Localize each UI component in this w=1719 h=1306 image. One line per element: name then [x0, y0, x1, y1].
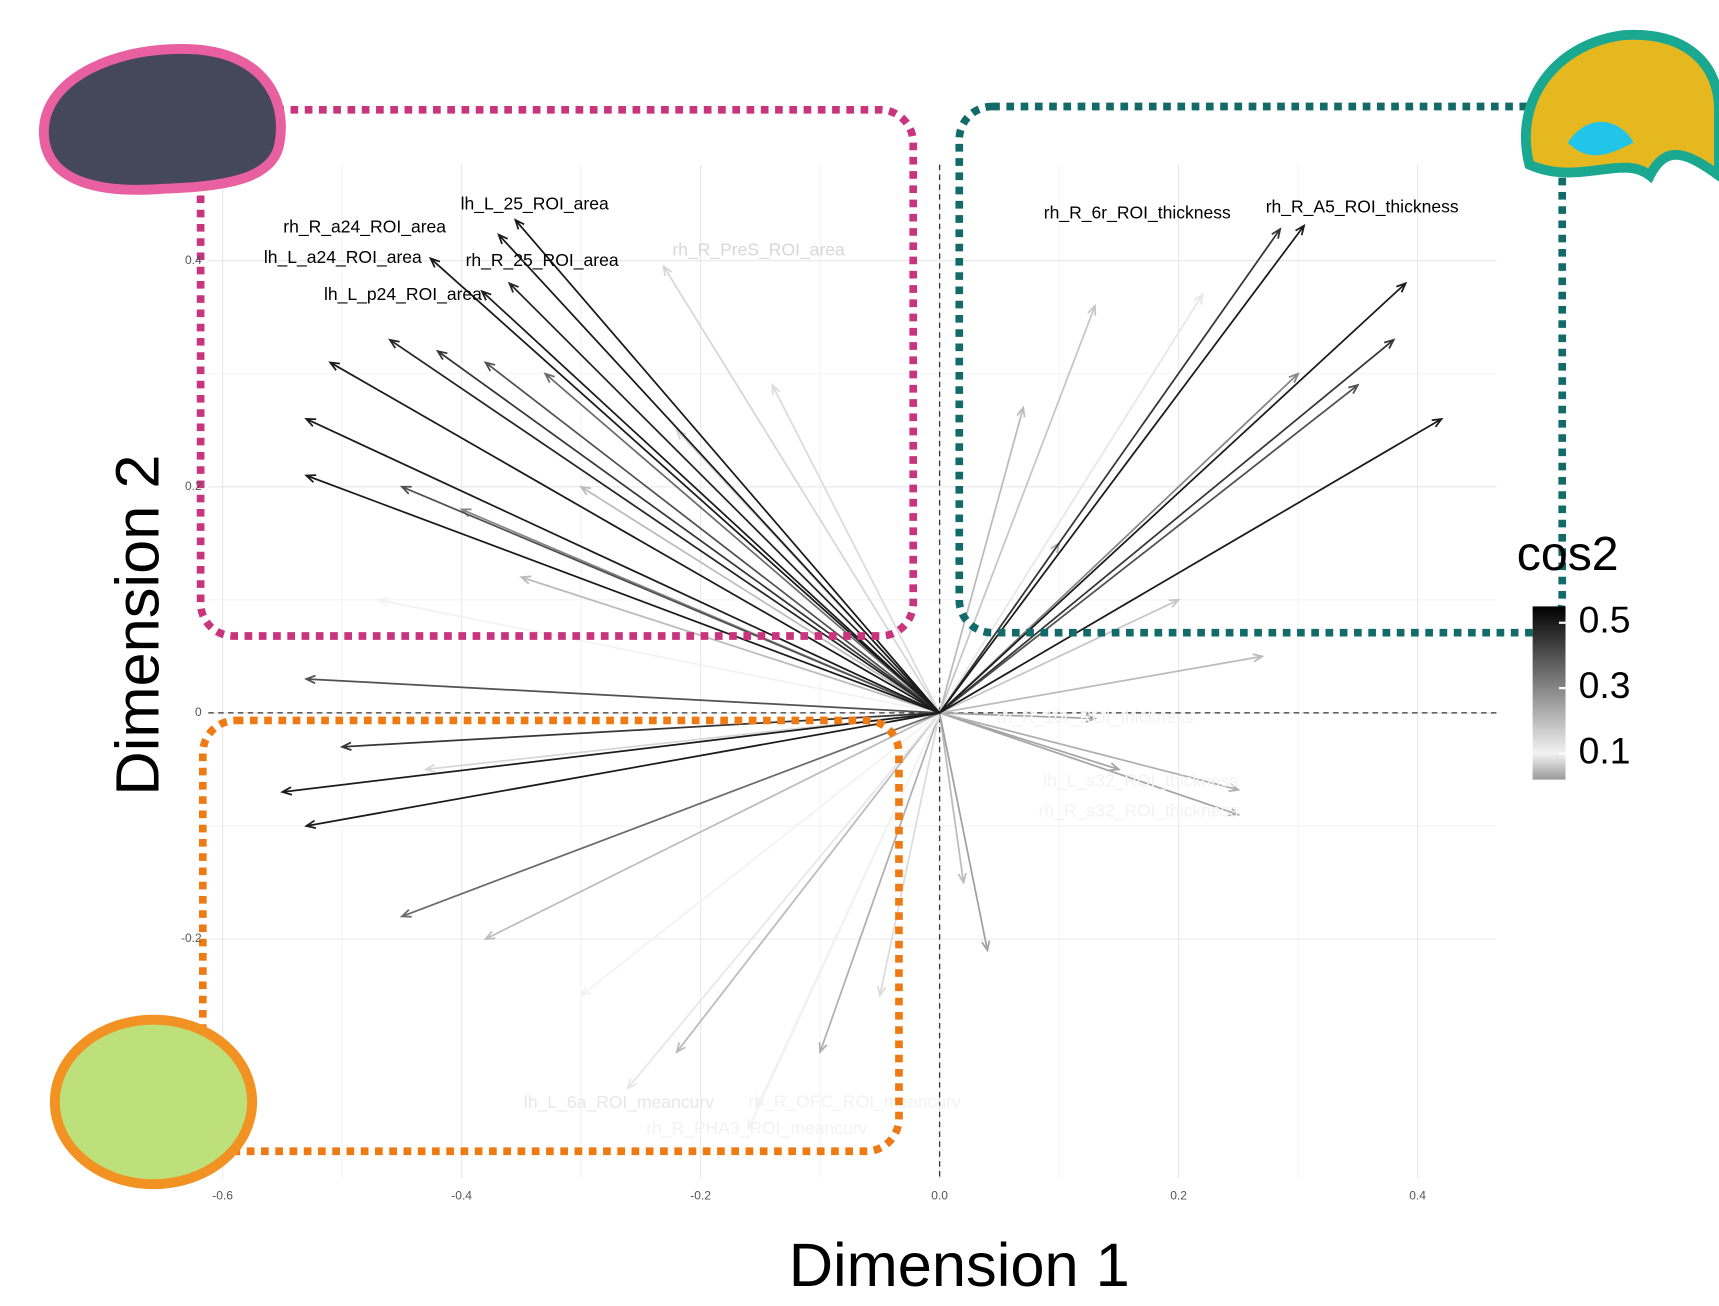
x-tick-label: -0.6: [212, 1188, 233, 1202]
variable-label: lh_L_25_ROI_area: [461, 193, 609, 214]
loading-arrow: [306, 419, 939, 713]
variable-label: lh_L_s32_ROI_thickness: [1043, 770, 1238, 791]
brain-icon: [55, 1020, 252, 1184]
variable-label: rh_R_a24_ROI_area: [283, 217, 446, 238]
quadrant-box: [959, 106, 1562, 632]
variable-label: rh_R_PHA3_ROI_meancurv: [646, 1118, 867, 1139]
loading-arrow: [664, 266, 940, 713]
variable-label: rh_R_25_ROI_area: [466, 250, 619, 271]
variable-label: rh_R_OFC_ROI_meancurv: [748, 1091, 961, 1112]
chart: lh_L_25_ROI_area rh_R_a24_ROI_area lh_L_a2…: [0, 0, 1719, 1306]
variable-label: rh_R_A5_ROI_thickness: [1266, 197, 1459, 218]
loading-arrow: [581, 713, 939, 996]
loading-arrow: [628, 713, 940, 1088]
loading-arrow: [545, 374, 939, 713]
loading-arrow: [940, 283, 1406, 713]
loading-arrow: [306, 475, 939, 713]
legend-tick-label: 0.3: [1579, 664, 1631, 706]
loading-arrow: [940, 713, 966, 883]
plot-area: lh_L_25_ROI_area rh_R_a24_ROI_area lh_L_a2…: [208, 165, 1496, 1179]
x-axis-title: Dimension 1: [789, 1231, 1130, 1300]
loading-arrow: [940, 713, 990, 950]
y-tick-label: 0.2: [185, 479, 202, 493]
legend-tick-label: 0.1: [1579, 729, 1631, 771]
loading-arrow: [509, 283, 939, 713]
loading-arrow: [486, 362, 940, 712]
loading-arrow: [330, 362, 939, 712]
loading-arrow: [940, 374, 1298, 713]
x-tick-label: 0.4: [1409, 1188, 1426, 1202]
variable-label: lh_L_a24_ROI_area: [264, 247, 422, 268]
legend-tick-label: 0.5: [1579, 599, 1631, 641]
variable-label: lh_L_p24_ROI_area: [324, 284, 482, 305]
brain-icon: [1526, 35, 1719, 176]
y-tick-label: -0.2: [181, 931, 202, 945]
variable-label: rh_R_6r_ROI_thickness: [1044, 202, 1231, 223]
loading-arrow: [940, 229, 1281, 713]
variable-label: rh_R_10r_ROI_thickness: [997, 707, 1194, 728]
loading-arrow: [940, 654, 1263, 713]
loading-arrow: [940, 340, 1394, 713]
x-tick-label: -0.2: [690, 1188, 711, 1202]
y-tick-label: 0.4: [185, 253, 202, 267]
loading-arrow: [482, 291, 940, 713]
x-tick-label: -0.4: [451, 1188, 472, 1202]
x-tick-label: 0.0: [931, 1188, 948, 1202]
variable-label: rh_R_PreS_ROI_area: [672, 240, 845, 261]
y-axis-title: Dimension 2: [104, 454, 173, 795]
variable-label: lh_L_6a_ROI_meancurv: [524, 1092, 714, 1113]
loading-arrow: [431, 258, 940, 712]
y-tick-label: 0: [195, 705, 202, 719]
loading-arrow: [282, 713, 939, 795]
legend-title: cos2: [1517, 527, 1619, 581]
loading-arrow: [940, 408, 1025, 713]
brain-icon: [44, 49, 281, 190]
x-tick-label: 0.2: [1170, 1188, 1187, 1202]
variable-label: rh_R_s32_ROI_thickness: [1039, 800, 1239, 821]
